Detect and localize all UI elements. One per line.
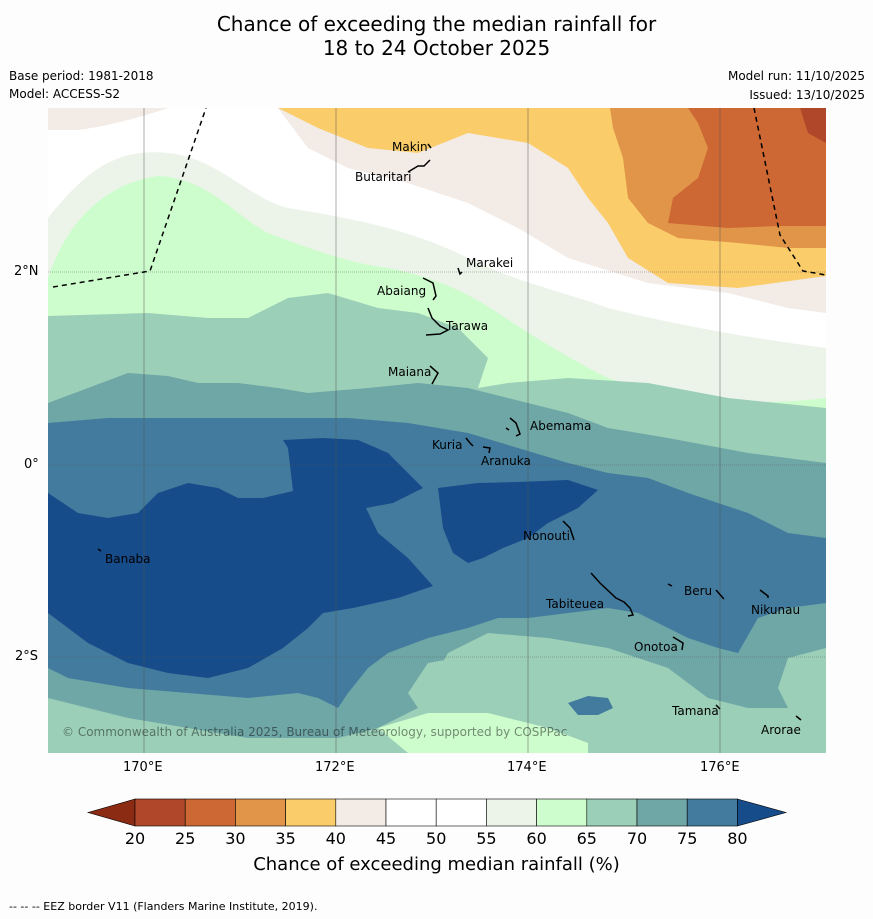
title-line-1: Chance of exceeding the median rainfall …: [216, 12, 657, 36]
copyright-notice: © Commonwealth of Australia 2025, Bureau…: [62, 725, 567, 739]
colorbar-extend-low: [86, 798, 136, 827]
island-label: Marakei: [466, 256, 513, 270]
lon-tick-176: 176°E: [700, 760, 740, 775]
lat-tick-0: 0°: [24, 457, 39, 472]
island-label: Maiana: [388, 365, 431, 379]
lon-tick-174: 174°E: [507, 760, 547, 775]
island-label: Butaritari: [355, 170, 412, 184]
colorbar-swatch: [636, 798, 688, 827]
band-40-45-left: [48, 108, 168, 130]
patch-60-65-south: [378, 713, 588, 753]
colorbar-extend-high: [737, 798, 788, 827]
colorbar-swatch: [385, 798, 437, 827]
lon-tick-170: 170°E: [123, 760, 163, 775]
base-period: Base period: 1981-2018: [9, 69, 154, 83]
island-label: Beru: [684, 584, 712, 598]
island-label: Nikunau: [751, 603, 800, 617]
model-name: Model: ACCESS-S2: [9, 87, 121, 101]
island-label: Nonouti: [523, 529, 570, 543]
colorbar-tick-label: 50: [426, 829, 447, 848]
colorbar-tick-label: 60: [526, 829, 547, 848]
lat-tick-2s: 2°S: [15, 649, 39, 664]
colorbar-swatch: [686, 798, 738, 827]
band-25-30: [668, 108, 826, 228]
gridlines: [48, 108, 826, 753]
colorbar-swatch: [536, 798, 588, 827]
island-label: Abemama: [530, 419, 591, 433]
island-label: Tabiteuea: [545, 597, 604, 611]
island-label: Abaiang: [377, 284, 426, 298]
colorbar-swatch: [235, 798, 286, 827]
lat-tick-2n: 2°N: [14, 264, 39, 279]
island-label: Arorae: [761, 723, 801, 737]
eez-footnote: -- -- -- EEZ border V11 (Flanders Marine…: [9, 900, 318, 913]
issued-date: Issued: 13/10/2025: [749, 88, 865, 102]
colorbar: [86, 798, 788, 827]
band-gt80-central: [438, 480, 598, 563]
colorbar-tick-label: 65: [576, 829, 597, 848]
island-label: Onotoa: [634, 640, 678, 654]
band-20-25: [800, 108, 826, 143]
island-label: Kuria: [432, 438, 463, 452]
island-label: Tarawa: [445, 319, 488, 333]
colorbar-tick-label: 45: [375, 829, 397, 848]
colorbar-tick-label: 25: [175, 829, 196, 848]
patch-75-80-south: [568, 696, 613, 715]
eez-border: [52, 108, 826, 288]
colorbar-title: Chance of exceeding median rainfall (%): [253, 854, 620, 875]
colorbar-tick-label: 80: [727, 829, 748, 848]
island-label: Aranuka: [481, 454, 531, 468]
colorbar-tick-label: 75: [677, 829, 698, 848]
colorbar-tick-label: 35: [275, 829, 296, 848]
colorbar-swatch: [184, 798, 236, 827]
colorbar-tick-label: 55: [476, 829, 497, 848]
model-run: Model run: 11/10/2025: [727, 69, 865, 83]
colorbar-swatch: [586, 798, 638, 827]
colorbar-tick-label: 70: [626, 829, 648, 848]
rainfall-map: Makin Butaritari Marakei Abaiang Tarawa …: [48, 108, 826, 753]
colorbar-tick-label: 30: [225, 829, 246, 848]
colorbar-swatch: [335, 798, 387, 827]
patch-65-70-south: [408, 656, 528, 708]
colorbar-tick-label: 40: [325, 829, 346, 848]
island-label: Tamana: [671, 704, 719, 718]
lon-tick-172: 172°E: [315, 760, 355, 775]
colorbar-tick-label: 20: [124, 829, 146, 848]
colorbar-swatch: [134, 798, 186, 827]
island-outlines: [97, 143, 802, 721]
island-label: Banaba: [105, 552, 151, 566]
colorbar-swatch: [486, 798, 537, 827]
island-label: Makin: [392, 140, 428, 154]
colorbar-swatch: [285, 798, 337, 827]
colorbar-swatch: [435, 798, 487, 827]
title-line-2: 18 to 24 October 2025: [322, 36, 551, 60]
